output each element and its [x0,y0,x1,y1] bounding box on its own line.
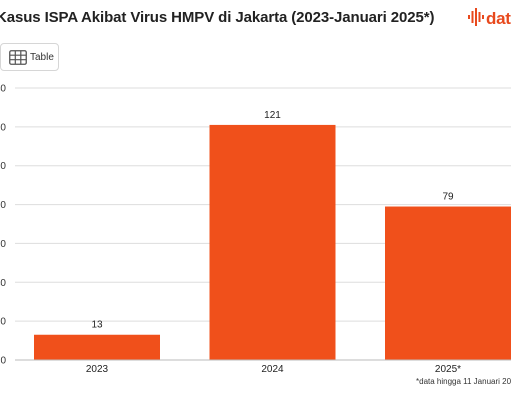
table-view-button[interactable]: Table [0,43,59,71]
data-label: 121 [264,110,281,121]
bar [209,124,336,361]
waveform-icon [468,7,484,31]
x-tick-label: 2024 [261,364,284,375]
y-tick-label: 140 [0,84,6,95]
table-grid-icon [9,49,27,65]
table-button-label: Table [30,51,54,63]
logo-text: dat [486,9,511,28]
footnote: *data hingga 11 Januari 2025 [416,377,511,386]
y-tick-label: 120 [0,122,6,133]
bar [385,206,511,360]
brand-logo[interactable]: dat [468,7,511,31]
data-label: 13 [91,320,103,331]
y-tick-label: 100 [0,161,6,172]
bar [34,334,160,360]
x-tick-label: 2023 [86,364,109,375]
data-label: 79 [442,192,454,203]
y-tick-label: 60 [0,239,6,250]
chart-title: Kasus ISPA Akibat Virus HMPV di Jakarta … [0,9,435,26]
y-tick-label: 40 [0,278,6,289]
y-tick-label: 0 [0,356,6,367]
y-tick-label: 80 [0,200,6,211]
x-tick-label: 2025* [435,364,461,375]
y-tick-label: 20 [0,317,6,328]
